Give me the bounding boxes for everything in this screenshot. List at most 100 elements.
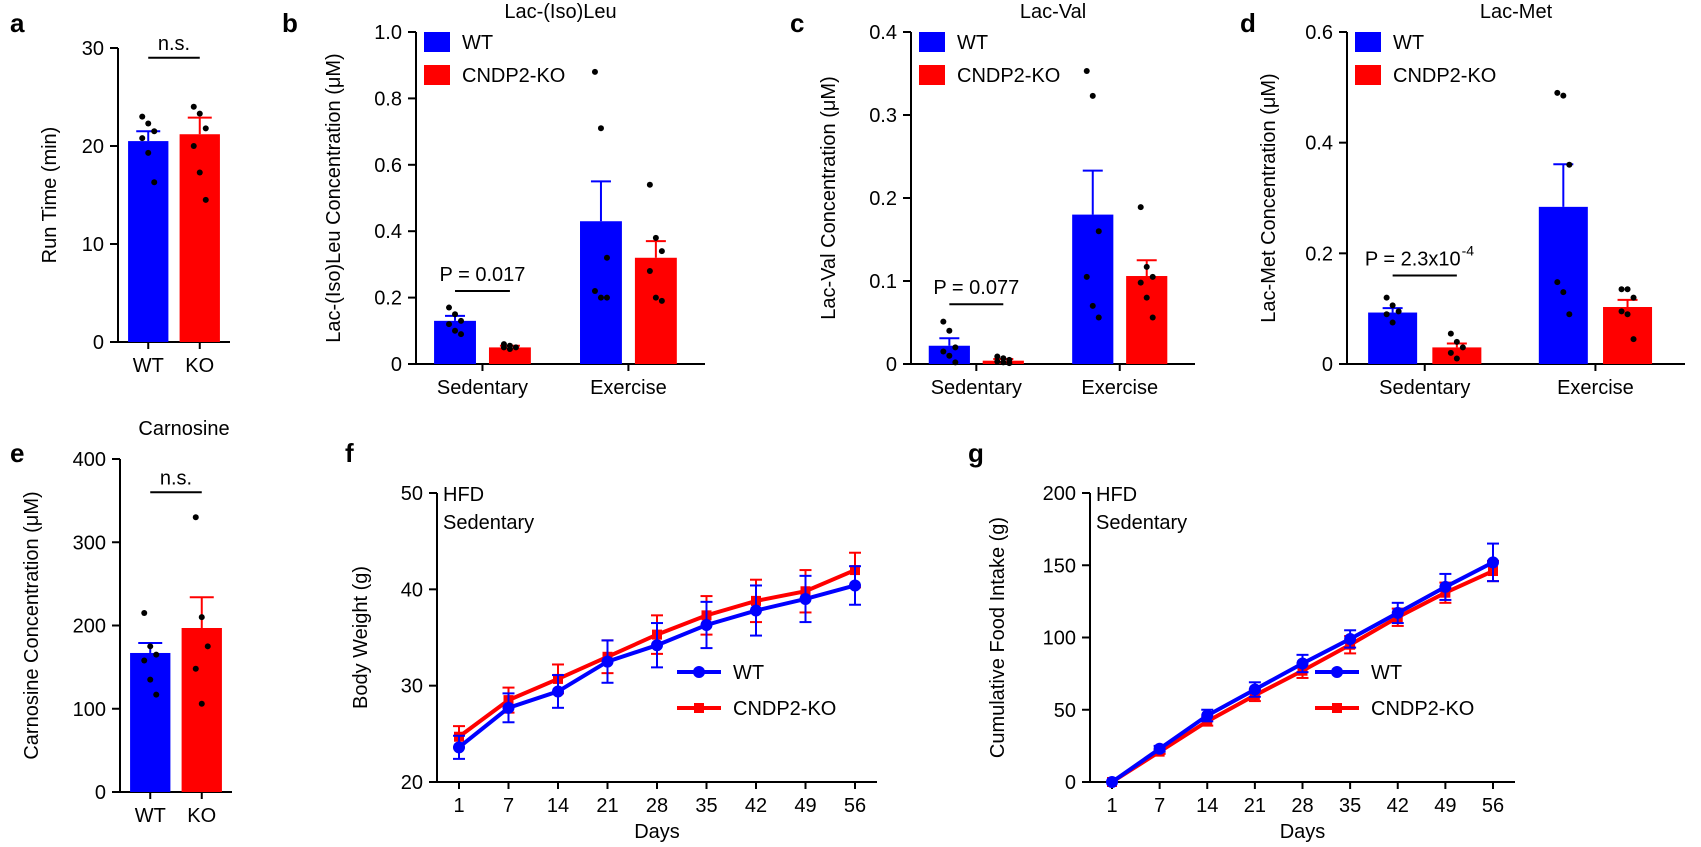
data-point-dot	[1143, 263, 1150, 270]
data-point-marker	[1248, 683, 1261, 696]
x-tick-label: KO	[187, 805, 216, 827]
panel-c: c Lac-Val 0 0.1 0.2 0.3 0.4 Lac-Val Concentrati…	[790, 1, 1195, 399]
data-point-dot	[994, 358, 1001, 365]
legend-marker	[1332, 703, 1342, 713]
data-point-dot	[1083, 68, 1090, 75]
data-point-dot	[1395, 308, 1402, 315]
data-point-dot	[946, 352, 953, 359]
panel-e: e Carnosine 0 100 200 300 400 Carnosine Concent…	[10, 418, 232, 827]
significance-label: P = 0.077	[933, 277, 1019, 299]
legend-swatch	[1355, 32, 1381, 52]
y-tick-label: 20	[401, 772, 423, 794]
significance-label: n.s.	[158, 33, 190, 55]
bar	[1072, 214, 1114, 364]
data-point-dot	[153, 691, 160, 698]
data-point-dot	[452, 327, 459, 334]
data-point-dot	[994, 353, 1001, 360]
panel-a: a 0 10 20 30 Run Time (min) WT KO n.s.	[10, 8, 230, 377]
y-tick-label: 30	[401, 676, 423, 698]
x-tick-label: WT	[133, 355, 164, 377]
x-tick-label: Exercise	[1557, 377, 1634, 399]
legend-label: WT	[1393, 32, 1424, 54]
x-tick-label: WT	[135, 805, 166, 827]
chart-title: Lac-Met	[1480, 1, 1553, 23]
panel-label: f	[345, 438, 354, 468]
data-point-dot	[952, 344, 959, 351]
x-tick-label: 1	[1106, 795, 1117, 817]
data-point-dot	[1006, 360, 1013, 367]
data-point-dot	[1149, 273, 1156, 280]
y-axis-title: Lac-Val Concentration (μM)	[818, 76, 840, 319]
data-point-dot	[500, 344, 507, 351]
data-point-dot	[591, 68, 598, 75]
x-tick-label: 49	[1434, 795, 1456, 817]
series-wt	[1106, 542, 1499, 788]
data-point-dot	[597, 125, 604, 132]
data-point-dot	[202, 125, 209, 132]
data-point-marker	[651, 639, 663, 652]
series-wt	[453, 565, 861, 760]
data-point-marker	[1439, 580, 1452, 593]
data-point-dot	[1560, 92, 1567, 99]
data-point-dot	[1095, 314, 1102, 321]
panel-label: a	[10, 8, 25, 38]
y-tick-label: 0.2	[374, 288, 402, 310]
y-tick-label: 0	[1065, 772, 1076, 794]
y-axis-title: Carnosine Concentration (μM)	[21, 491, 43, 759]
data-point-dot	[1554, 279, 1561, 286]
data-point-dot	[946, 327, 953, 334]
y-axis-title: Lac-Met Concentration (μM)	[1258, 73, 1280, 322]
data-point-dot	[1149, 314, 1156, 321]
legend-label: WT	[462, 32, 493, 54]
data-point-dot	[198, 614, 205, 621]
panel-b: b Lac-(Iso)Leu 0 0.2 0.4 0.6 0.8 1.0 Lac-(Iso)Le…	[282, 1, 705, 399]
data-point-dot	[452, 311, 459, 318]
y-tick-label: 0	[1322, 354, 1333, 376]
data-point-dot	[190, 103, 197, 110]
bar	[1126, 276, 1168, 364]
y-tick-label: 0	[95, 782, 106, 804]
panel-d: d Lac-Met 0 0.2 0.4 0.6 Lac-Met Concentration …	[1240, 1, 1685, 399]
x-tick-label: 56	[844, 795, 866, 817]
data-point-dot	[196, 169, 203, 176]
data-point-dot	[190, 143, 197, 149]
x-tick-label: Sedentary	[437, 377, 528, 399]
data-point-dot	[940, 318, 947, 325]
data-point-dot	[196, 110, 203, 117]
data-point-dot	[506, 346, 513, 353]
data-point-dot	[512, 344, 519, 351]
data-point-dot	[1447, 330, 1454, 337]
legend-marker	[693, 666, 705, 678]
x-tick-label: 1	[453, 795, 464, 817]
data-point-dot	[1453, 338, 1460, 345]
data-point-dot	[1618, 286, 1625, 293]
data-point-marker	[750, 604, 762, 617]
bar	[181, 627, 222, 792]
y-tick-label: 0.4	[1305, 133, 1333, 155]
legend-swatch	[424, 32, 450, 52]
legend-label: WT	[957, 32, 988, 54]
data-point-dot	[1389, 319, 1396, 326]
data-point-dot	[147, 643, 154, 650]
y-tick-label: 0.1	[869, 271, 897, 293]
significance-superscript: -4	[1462, 242, 1475, 258]
y-tick-label: 0	[886, 354, 897, 376]
y-tick-label: 0.6	[374, 155, 402, 177]
panel-f: f 20 30 40 50 Body Weight (g) 1 7 14 21 28 35 42 49 56…	[345, 438, 877, 843]
condition-label: Sedentary	[443, 512, 534, 534]
data-point-dot	[940, 348, 947, 355]
data-point-dot	[1554, 89, 1561, 96]
bar	[488, 347, 531, 364]
panel-label: b	[282, 8, 298, 38]
data-point-dot	[1447, 349, 1454, 356]
legend-label: CNDP2-KO	[957, 65, 1060, 87]
data-point-marker	[700, 618, 713, 631]
data-point-dot	[139, 113, 146, 120]
data-point-marker	[1106, 776, 1118, 788]
chart-title: Lac-(Iso)Leu	[504, 1, 616, 23]
data-point-marker	[1391, 606, 1404, 619]
data-point-dot	[1089, 92, 1096, 99]
x-tick-label: 56	[1482, 795, 1504, 817]
y-tick-label: 0.3	[869, 105, 897, 127]
condition-label: HFD	[443, 484, 484, 506]
